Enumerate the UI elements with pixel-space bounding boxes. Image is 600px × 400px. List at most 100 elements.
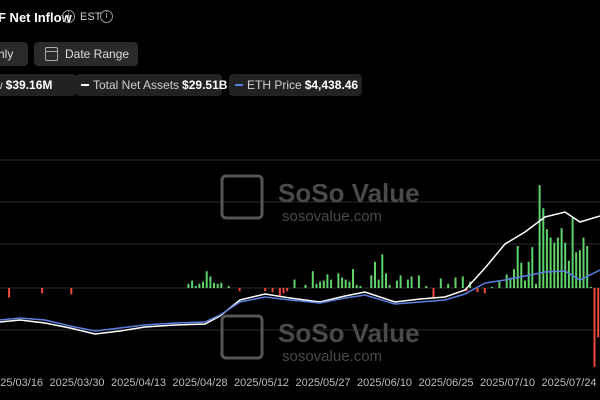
inflow-bar[interactable] bbox=[198, 283, 201, 288]
inflow-bar[interactable] bbox=[432, 288, 435, 299]
inflow-bar[interactable] bbox=[461, 276, 464, 288]
inflow-bar[interactable] bbox=[399, 275, 402, 288]
inflow-bar[interactable] bbox=[311, 271, 314, 288]
inflow-bar[interactable] bbox=[330, 279, 333, 288]
inflow-bar[interactable] bbox=[220, 282, 223, 289]
inflow-bar[interactable] bbox=[282, 288, 285, 294]
inflow-bar[interactable] bbox=[535, 283, 537, 288]
watermark-brand: SoSo Value bbox=[278, 178, 420, 208]
inflow-bar[interactable] bbox=[567, 260, 570, 288]
inflow-bar[interactable] bbox=[406, 279, 409, 288]
inflow-bar[interactable] bbox=[352, 269, 354, 288]
inflow-bar[interactable] bbox=[597, 288, 600, 338]
inflow-bar[interactable] bbox=[344, 279, 347, 288]
inflow-bar[interactable] bbox=[509, 277, 512, 289]
legend-item-daily-inflow[interactable]: w$39.16M bbox=[0, 74, 76, 96]
inflow-bar[interactable] bbox=[542, 208, 545, 288]
inflow-bar[interactable] bbox=[476, 288, 479, 293]
inflow-bar[interactable] bbox=[385, 273, 387, 288]
inflow-bar[interactable] bbox=[465, 288, 468, 292]
inflow-bar[interactable] bbox=[213, 282, 215, 289]
watermark-top: SoSo Value sosovalue.com bbox=[220, 174, 420, 225]
inflow-bar[interactable] bbox=[531, 247, 534, 289]
inflow-bar[interactable] bbox=[205, 271, 208, 288]
inflow-bar[interactable] bbox=[70, 288, 73, 295]
inflow-bar[interactable] bbox=[348, 281, 351, 288]
inflow-bar[interactable] bbox=[447, 283, 450, 288]
inflow-bar[interactable] bbox=[556, 237, 559, 288]
inflow-bar[interactable] bbox=[271, 288, 274, 293]
inflow-bar[interactable] bbox=[593, 288, 596, 367]
inflow-bar[interactable] bbox=[454, 277, 457, 289]
inflow-bar[interactable] bbox=[388, 284, 391, 289]
inflow-bar[interactable] bbox=[516, 246, 519, 288]
inflow-bar[interactable] bbox=[227, 285, 230, 288]
inflow-bar[interactable] bbox=[417, 275, 420, 288]
inflow-bar[interactable] bbox=[571, 217, 574, 288]
inflow-bar[interactable] bbox=[264, 288, 267, 292]
watermark-logo-icon bbox=[220, 314, 264, 360]
inflow-bar[interactable] bbox=[491, 286, 494, 288]
inflow-bar[interactable] bbox=[341, 277, 344, 289]
inflow-bar[interactable] bbox=[505, 274, 508, 289]
inflow-bar[interactable] bbox=[549, 237, 552, 288]
inflow-bar[interactable] bbox=[425, 285, 428, 288]
legend-value: $39.16M bbox=[5, 78, 53, 92]
inflow-bar[interactable] bbox=[370, 275, 373, 288]
timezone-info-icon[interactable]: i bbox=[100, 10, 113, 23]
inflow-bar[interactable] bbox=[582, 237, 585, 288]
inflow-bar[interactable] bbox=[545, 229, 548, 288]
inflow-bar[interactable] bbox=[322, 280, 325, 288]
watermark-brand: SoSo Value bbox=[278, 318, 420, 348]
watermark-bottom: SoSo Value sosovalue.com bbox=[220, 314, 420, 365]
inflow-bar[interactable] bbox=[191, 280, 194, 288]
inflow-bar[interactable] bbox=[524, 280, 526, 288]
legend-text: ETH Price $4,438.46 bbox=[247, 74, 358, 96]
legend-value: $4,438.46 bbox=[304, 78, 359, 92]
inflow-bar[interactable] bbox=[564, 242, 567, 288]
inflow-bar[interactable] bbox=[381, 254, 384, 288]
inflow-bar[interactable] bbox=[520, 262, 523, 288]
inflow-bar[interactable] bbox=[202, 281, 204, 288]
inflow-bar[interactable] bbox=[187, 283, 190, 288]
inflow-bar[interactable] bbox=[209, 276, 212, 288]
period-selector-button[interactable]: hly bbox=[0, 42, 28, 66]
inflow-bar[interactable] bbox=[560, 228, 563, 289]
inflow-bar[interactable] bbox=[326, 274, 329, 289]
inflow-bar[interactable] bbox=[41, 288, 44, 294]
inflow-bar[interactable] bbox=[337, 273, 340, 288]
x-tick-label: 2025/06/25 bbox=[419, 377, 474, 389]
inflow-bar[interactable] bbox=[395, 280, 398, 288]
inflow-bar[interactable] bbox=[589, 286, 592, 288]
inflow-bar[interactable] bbox=[359, 285, 362, 288]
inflow-bar[interactable] bbox=[293, 279, 296, 288]
inflow-bar[interactable] bbox=[238, 288, 241, 292]
inflow-bar[interactable] bbox=[439, 278, 442, 289]
calendar-icon bbox=[45, 47, 58, 61]
inflow-bar[interactable] bbox=[194, 285, 197, 288]
inflow-bar[interactable] bbox=[377, 279, 380, 288]
inflow-bar[interactable] bbox=[410, 276, 413, 288]
inflow-bar[interactable] bbox=[374, 261, 376, 289]
inflow-bar[interactable] bbox=[319, 281, 322, 288]
inflow-bar[interactable] bbox=[483, 288, 486, 294]
info-icon[interactable]: i bbox=[62, 10, 75, 23]
inflow-bar[interactable] bbox=[538, 185, 541, 288]
legend-item-eth-price[interactable]: ETH Price $4,438.46 bbox=[229, 74, 362, 96]
date-range-button[interactable]: Date Range bbox=[34, 42, 138, 66]
inflow-bar[interactable] bbox=[498, 281, 501, 288]
legend-item-total-net-assets[interactable]: Total Net Assets $29.51B bbox=[75, 74, 227, 96]
inflow-bar[interactable] bbox=[304, 284, 307, 289]
legend-text: Total Net Assets $29.51B bbox=[93, 74, 227, 96]
inflow-bar[interactable] bbox=[216, 283, 219, 288]
inflow-bar[interactable] bbox=[586, 246, 589, 288]
inflow-bar[interactable] bbox=[315, 283, 318, 288]
inflow-bar[interactable] bbox=[355, 284, 358, 289]
inflow-bar[interactable] bbox=[553, 242, 556, 288]
inflow-bar[interactable] bbox=[286, 288, 289, 292]
inflow-bar[interactable] bbox=[575, 252, 578, 288]
inflow-bar[interactable] bbox=[278, 288, 281, 296]
inflow-bar[interactable] bbox=[8, 288, 11, 298]
inflow-bar[interactable] bbox=[578, 250, 581, 288]
